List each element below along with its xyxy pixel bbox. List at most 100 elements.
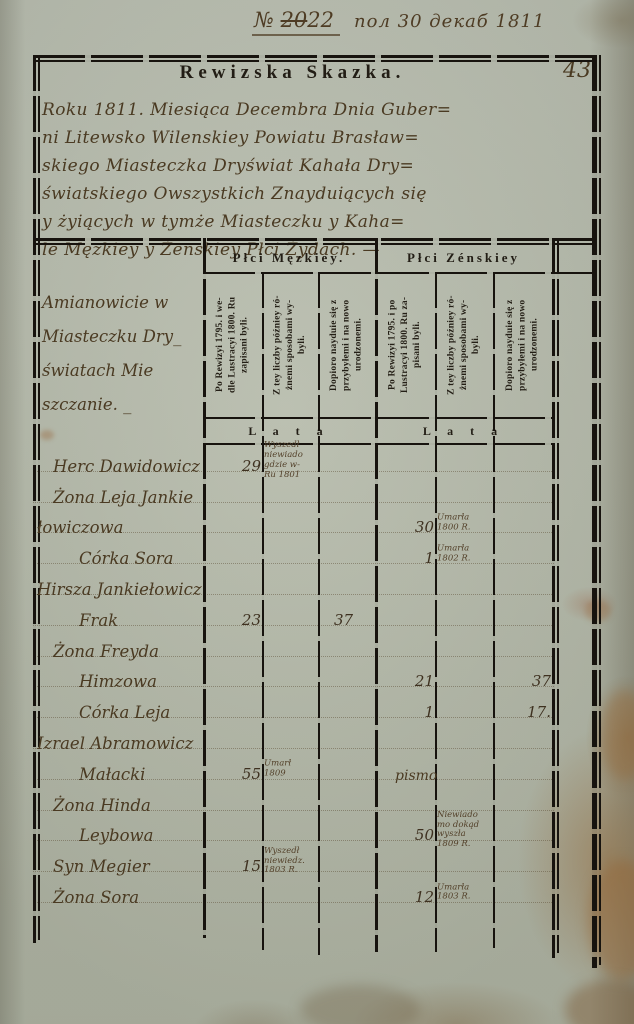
male-present-cell: [318, 693, 375, 724]
female-departed-cell: [435, 478, 493, 509]
table-border-line: [592, 55, 597, 968]
female-col-registered-header: Po Rewizyi 1795. i po Lustracyi 1800. Ru…: [387, 296, 423, 394]
male-registered-age: 15: [241, 857, 261, 876]
male-present-cell: [318, 724, 375, 755]
male-departed-cell: [262, 509, 318, 540]
male-departed-cell: Wyszedł niewiedz. 1803 R.: [262, 846, 318, 878]
page-number: 43: [563, 58, 591, 83]
male-registered-age: 55: [241, 764, 261, 783]
person-name: Żona Leja Jankie: [53, 487, 194, 507]
top-annotation: № 2022 пол 30 декаб 1811: [252, 8, 622, 36]
name-cell: Frak: [33, 601, 203, 632]
female-departed-note: Niewiado mo dokąd wyszła 1809 R.: [437, 809, 480, 850]
table-border-line: [203, 443, 552, 445]
person-name: Żona Hinda: [53, 795, 151, 815]
male-registered-cell: [203, 478, 262, 509]
name-cell: Hirsza Jankiełowicz: [33, 570, 203, 601]
female-departed-cell: [435, 663, 493, 694]
preamble-line: Roku 1811. Miesiąca Decembra Dnia Guber=: [42, 100, 452, 120]
male-present-cell: [318, 478, 375, 509]
table-row: Himzowa 21 37: [33, 663, 554, 694]
male-registered-cell: [203, 724, 262, 755]
female-present-cell: [493, 847, 552, 878]
male-present-age: [318, 506, 375, 509]
male-departed-note: Wyszedł niewiado gdzie w- Ru 1801: [264, 440, 303, 480]
received-date-note: пол 30 декаб 1811: [354, 11, 546, 32]
female-present-age: [493, 906, 552, 909]
female-registered-cell: [375, 847, 435, 878]
male-present-age: [318, 598, 375, 601]
preamble-line: le Męzkiey y Żenskiey Płci Żydach. —: [42, 240, 380, 260]
name-cell: Syn Megier: [33, 847, 203, 878]
female-registered-age: 21: [414, 672, 434, 691]
male-departed-cell: [262, 570, 318, 601]
male-departed-note: Wyszedł niewiedz. 1803 R.: [264, 845, 305, 876]
female-departed-cell: [435, 447, 493, 478]
person-name: Córka Leja: [79, 703, 171, 723]
person-name: Żona Sora: [53, 887, 140, 907]
female-registered-age: [375, 598, 435, 601]
female-present-age: [493, 506, 552, 509]
male-present-cell: [318, 632, 375, 663]
female-departed-note: Umarła 1800 R.: [437, 512, 471, 533]
female-departed-cell: Umarła 1803 R.: [435, 878, 493, 909]
female-registered-age: [375, 475, 435, 478]
male-present-cell: [318, 509, 375, 540]
female-departed-cell: [435, 601, 493, 632]
name-cell: Żona Hinda: [33, 786, 203, 817]
paper-stain: [588, 860, 634, 980]
male-departed-cell: [262, 817, 318, 848]
table-row: Herc Dawidowicz 29 Wyszedł niewiado gdzi…: [33, 440, 554, 479]
paper-stain: [300, 985, 420, 1024]
female-present-cell: [493, 724, 552, 755]
male-departed-cell: [262, 478, 318, 509]
person-name: Syn Megier: [53, 857, 150, 877]
male-present-age: [318, 721, 375, 724]
female-present-age: [493, 536, 552, 539]
person-name: Himzowa: [79, 672, 157, 692]
male-departed-cell: [262, 632, 318, 663]
female-present-cell: [493, 632, 552, 663]
male-section-header: Płci Męzkiey.: [232, 249, 346, 265]
female-departed-cell: [435, 570, 493, 601]
female-registered-cell: 1: [375, 693, 435, 724]
table-row: Córka Leja 1 17.: [33, 693, 554, 724]
male-col-registered-header: Po Rewizyi 1795. i we- dle Lustracyi 180…: [214, 296, 250, 394]
male-registered-age: [203, 721, 262, 724]
table-row: Żona Freyda: [33, 632, 554, 663]
female-departed-cell: Umarła 1800 R.: [435, 509, 493, 540]
female-present-age: [493, 598, 552, 601]
table-row: Izrael Abramowicz: [33, 724, 554, 755]
name-cell: Herc Dawidowicz: [33, 447, 203, 478]
male-present-cell: [318, 878, 375, 909]
female-registered-cell: [375, 724, 435, 755]
person-name: Małacki: [79, 764, 146, 784]
male-present-cell: [318, 786, 375, 817]
male-years-label: L a t a: [248, 423, 330, 438]
male-registered-age: 29: [241, 456, 261, 475]
male-registered-cell: 23: [203, 601, 262, 632]
male-present-cell: [318, 570, 375, 601]
female-departed-cell: Niewiado mo dokąd wyszła 1809 R.: [435, 810, 493, 849]
table-row: Żona Hinda: [33, 786, 554, 817]
female-departed-note: Umarła 1802 R.: [437, 543, 471, 563]
preamble-line: ni Litewsko Wilenskiey Powiatu Brasław=: [42, 128, 420, 148]
female-present-age: [493, 875, 552, 878]
female-registered-age: [375, 506, 435, 509]
male-registered-cell: [203, 693, 262, 724]
male-registered-cell: [203, 632, 262, 663]
male-registered-age: [203, 752, 262, 755]
female-registered-cell: 1: [375, 539, 435, 570]
name-cell: Leybowa: [33, 817, 203, 848]
paper-stain: [40, 430, 54, 440]
female-present-age: 17.: [527, 703, 551, 722]
male-present-age: [318, 690, 375, 693]
female-registered-cell: [375, 570, 435, 601]
female-registered-age: 1: [424, 703, 434, 722]
female-departed-note: Umarła 1803 R.: [437, 882, 471, 902]
female-years-label: L a t a: [422, 423, 505, 438]
male-present-age: [318, 567, 375, 570]
male-registered-cell: [203, 878, 262, 909]
table-row: łowiczowa 30 Umarła 1800 R.: [33, 509, 554, 540]
male-registered-age: [203, 536, 262, 539]
